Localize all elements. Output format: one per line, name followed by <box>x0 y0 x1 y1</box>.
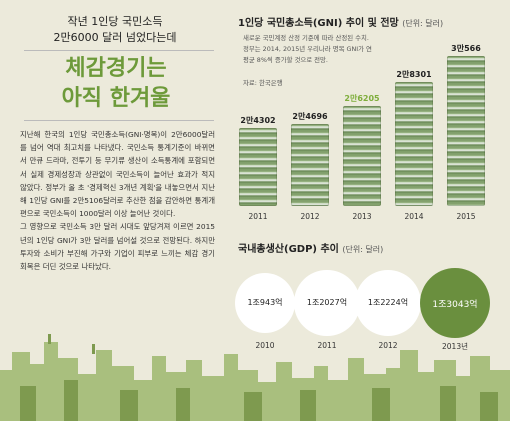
gdp-bubble: 1조2224억 <box>354 269 422 337</box>
gni-title-text: 1인당 국민총소득(GNI) 추이 및 전망 <box>238 18 399 29</box>
article-paragraph: 그 영향으로 국민소득 3만 달러 시대도 앞당겨져 이르면 2015년의 1인… <box>20 222 215 272</box>
gni-year-label: 2015 <box>456 212 476 221</box>
gni-bar <box>395 82 433 206</box>
article-paragraph: 지난해 한국의 1인당 국민총소득(GNI·명목)이 2만6000달러를 넘어 … <box>20 130 215 219</box>
gni-source: 자료: 한국은행 <box>243 79 283 87</box>
gdp-bubble: 1조2027억 <box>294 270 360 336</box>
gni-year-label: 2013 <box>352 212 372 221</box>
gni-bar-value-label: 2만4302 <box>240 116 276 126</box>
gdp-title-text: 국내총생산(GDP) 추이 <box>238 244 339 255</box>
headline-line2: 2만6000 달러 넘었다는데 <box>53 31 177 44</box>
big-title-line2: 아직 한겨울 <box>61 86 171 111</box>
article-body: 지난해 한국의 1인당 국민총소득(GNI·명목)이 2만6000달러를 넘어 … <box>20 128 215 273</box>
gdp-bubble: 1조943억 <box>234 272 296 334</box>
gni-unit: (단위: 달러) <box>402 19 444 28</box>
gdp-year-label: 2011 <box>317 341 337 350</box>
divider <box>24 50 214 51</box>
gni-bar-value-label: 3만566 <box>451 44 481 53</box>
gdp-bubble: 1조3043억 <box>420 268 490 338</box>
gni-year-label: 2011 <box>248 212 268 221</box>
gni-bar <box>239 128 277 206</box>
big-title-line1: 체감경기는 <box>65 56 167 81</box>
divider <box>24 120 214 121</box>
gdp-unit: (단위: 달러) <box>342 245 384 254</box>
city-skyline-illustration <box>0 334 510 421</box>
gdp-chart-title: 국내총생산(GDP) 추이 (단위: 달러) <box>238 240 383 255</box>
gni-bar <box>447 56 485 206</box>
gni-note: 새로운 국민계정 산정 기준에 따라 산정된 수치. 정부는 2014, 201… <box>243 34 372 64</box>
gni-year-label: 2012 <box>300 212 320 221</box>
gni-year-label: 2014 <box>404 212 424 221</box>
gni-bar <box>291 123 329 206</box>
headline-line1: 작년 1인당 국민소득 <box>67 15 163 28</box>
gdp-year-label: 2013년 <box>442 342 468 351</box>
gni-chart-title: 1인당 국민총소득(GNI) 추이 및 전망 (단위: 달러) <box>238 14 443 29</box>
gni-bar-value-label: 2만6205 <box>344 94 380 104</box>
headline: 작년 1인당 국민소득 2만6000 달러 넘었다는데 <box>20 14 210 46</box>
gdp-year-label: 2012 <box>378 341 398 350</box>
big-title: 체감경기는 아직 한겨울 <box>26 54 206 114</box>
gni-bar-value-label: 2만8301 <box>396 70 432 80</box>
gni-bar <box>343 106 381 206</box>
gni-bar-value-label: 2만4696 <box>292 111 328 121</box>
gdp-year-label: 2010 <box>255 341 275 350</box>
